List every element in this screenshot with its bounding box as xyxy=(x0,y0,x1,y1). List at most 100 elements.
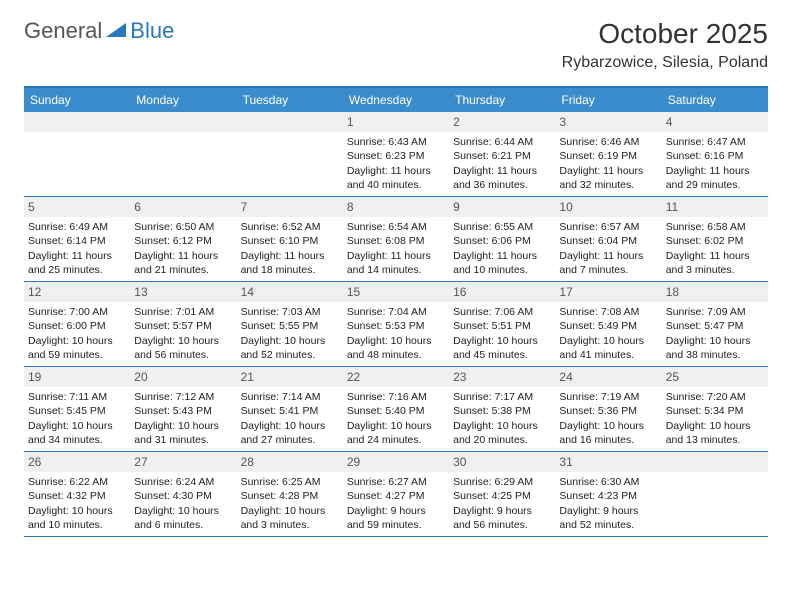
day-info: Sunrise: 6:24 AMSunset: 4:30 PMDaylight:… xyxy=(134,475,232,532)
day-info: Sunrise: 6:55 AMSunset: 6:06 PMDaylight:… xyxy=(453,220,551,277)
day-number: 19 xyxy=(24,367,130,387)
day-info: Sunrise: 6:50 AMSunset: 6:12 PMDaylight:… xyxy=(134,220,232,277)
sunset-text: Sunset: 5:43 PM xyxy=(134,404,232,418)
day-number: 9 xyxy=(449,197,555,217)
day-cell: 1Sunrise: 6:43 AMSunset: 6:23 PMDaylight… xyxy=(343,112,449,196)
weekday-saturday: Saturday xyxy=(662,88,768,112)
day-cell: 26 Sunrise: 6:22 AMSunset: 4:32 PMDayligh… xyxy=(24,452,130,536)
day-info: Sunrise: 6:44 AMSunset: 6:21 PMDaylight:… xyxy=(453,135,551,192)
weekday-monday: Monday xyxy=(130,88,236,112)
day-cell: 14Sunrise: 7:03 AMSunset: 5:55 PMDayligh… xyxy=(237,282,343,366)
day-number: 21 xyxy=(237,367,343,387)
sunset-text: Sunset: 5:34 PM xyxy=(666,404,764,418)
week-row: 19 Sunrise: 7:11 AMSunset: 5:45 PMDayligh… xyxy=(24,367,768,452)
week-row: 26 Sunrise: 6:22 AMSunset: 4:32 PMDayligh… xyxy=(24,452,768,537)
sunrise-text: Sunrise: 6:49 AM xyxy=(28,220,126,234)
day-number: 1 xyxy=(343,112,449,132)
location: Rybarzowice, Silesia, Poland xyxy=(562,54,768,72)
day-cell: 11Sunrise: 6:58 AMSunset: 6:02 PMDayligh… xyxy=(662,197,768,281)
daylight-text: Daylight: 11 hours and 21 minutes. xyxy=(134,249,232,277)
daylight-text: Daylight: 10 hours and 24 minutes. xyxy=(347,419,445,447)
daylight-text: Daylight: 11 hours and 36 minutes. xyxy=(453,164,551,192)
sunrise-text: Sunrise: 6:46 AM xyxy=(559,135,657,149)
day-cell: 18Sunrise: 7:09 AMSunset: 5:47 PMDayligh… xyxy=(662,282,768,366)
logo-text-blue: Blue xyxy=(130,18,174,44)
weekday-friday: Friday xyxy=(555,88,661,112)
day-number: 30 xyxy=(449,452,555,472)
daylight-text: Daylight: 9 hours and 59 minutes. xyxy=(347,504,445,532)
sunrise-text: Sunrise: 6:43 AM xyxy=(347,135,445,149)
sunset-text: Sunset: 4:23 PM xyxy=(559,489,657,503)
sunset-text: Sunset: 5:40 PM xyxy=(347,404,445,418)
weekday-tuesday: Tuesday xyxy=(237,88,343,112)
sunset-text: Sunset: 5:36 PM xyxy=(559,404,657,418)
day-number: 28 xyxy=(237,452,343,472)
day-number: 13 xyxy=(130,282,236,302)
day-info: Sunrise: 6:22 AMSunset: 4:32 PMDaylight:… xyxy=(28,475,126,532)
sunrise-text: Sunrise: 6:30 AM xyxy=(559,475,657,489)
sunset-text: Sunset: 5:55 PM xyxy=(241,319,339,333)
sunset-text: Sunset: 5:38 PM xyxy=(453,404,551,418)
day-cell: 10Sunrise: 6:57 AMSunset: 6:04 PMDayligh… xyxy=(555,197,661,281)
day-cell xyxy=(662,452,768,536)
week-row: 5 Sunrise: 6:49 AMSunset: 6:14 PMDaylight… xyxy=(24,197,768,282)
sunset-text: Sunset: 5:49 PM xyxy=(559,319,657,333)
day-cell: 25Sunrise: 7:20 AMSunset: 5:34 PMDayligh… xyxy=(662,367,768,451)
sunrise-text: Sunrise: 7:09 AM xyxy=(666,305,764,319)
day-cell: 12Sunrise: 7:00 AMSunset: 6:00 PMDayligh… xyxy=(24,282,130,366)
sunrise-text: Sunrise: 6:27 AM xyxy=(347,475,445,489)
day-info: Sunrise: 7:11 AMSunset: 5:45 PMDaylight:… xyxy=(28,390,126,447)
daylight-text: Daylight: 11 hours and 10 minutes. xyxy=(453,249,551,277)
day-number: 3 xyxy=(555,112,661,132)
day-info: Sunrise: 6:47 AMSunset: 6:16 PMDaylight:… xyxy=(666,135,764,192)
daylight-text: Daylight: 11 hours and 18 minutes. xyxy=(241,249,339,277)
day-info: Sunrise: 7:20 AMSunset: 5:34 PMDaylight:… xyxy=(666,390,764,447)
day-info: Sunrise: 7:03 AMSunset: 5:55 PMDaylight:… xyxy=(241,305,339,362)
day-cell xyxy=(130,112,236,196)
day-number xyxy=(130,112,236,132)
daylight-text: Daylight: 11 hours and 14 minutes. xyxy=(347,249,445,277)
sunset-text: Sunset: 6:12 PM xyxy=(134,234,232,248)
day-info: Sunrise: 7:01 AMSunset: 5:57 PMDaylight:… xyxy=(134,305,232,362)
weekday-thursday: Thursday xyxy=(449,88,555,112)
sunrise-text: Sunrise: 7:04 AM xyxy=(347,305,445,319)
day-info: Sunrise: 7:00 AMSunset: 6:00 PMDaylight:… xyxy=(28,305,126,362)
day-number: 5 xyxy=(24,197,130,217)
sunset-text: Sunset: 6:16 PM xyxy=(666,149,764,163)
day-cell: 30 Sunrise: 6:29 AMSunset: 4:25 PMDayligh… xyxy=(449,452,555,536)
daylight-text: Daylight: 10 hours and 38 minutes. xyxy=(666,334,764,362)
daylight-text: Daylight: 10 hours and 41 minutes. xyxy=(559,334,657,362)
day-number: 4 xyxy=(662,112,768,132)
daylight-text: Daylight: 10 hours and 45 minutes. xyxy=(453,334,551,362)
day-number: 26 xyxy=(24,452,130,472)
sunrise-text: Sunrise: 6:58 AM xyxy=(666,220,764,234)
sunrise-text: Sunrise: 7:20 AM xyxy=(666,390,764,404)
sunrise-text: Sunrise: 7:08 AM xyxy=(559,305,657,319)
daylight-text: Daylight: 10 hours and 6 minutes. xyxy=(134,504,232,532)
daylight-text: Daylight: 10 hours and 52 minutes. xyxy=(241,334,339,362)
day-number: 18 xyxy=(662,282,768,302)
day-cell: 21Sunrise: 7:14 AMSunset: 5:41 PMDayligh… xyxy=(237,367,343,451)
day-info: Sunrise: 6:29 AMSunset: 4:25 PMDaylight:… xyxy=(453,475,551,532)
sunrise-text: Sunrise: 6:57 AM xyxy=(559,220,657,234)
daylight-text: Daylight: 11 hours and 3 minutes. xyxy=(666,249,764,277)
month-title: October 2025 xyxy=(562,18,768,50)
day-cell: 22Sunrise: 7:16 AMSunset: 5:40 PMDayligh… xyxy=(343,367,449,451)
day-info: Sunrise: 6:49 AMSunset: 6:14 PMDaylight:… xyxy=(28,220,126,277)
daylight-text: Daylight: 10 hours and 20 minutes. xyxy=(453,419,551,447)
day-cell: 6Sunrise: 6:50 AMSunset: 6:12 PMDaylight… xyxy=(130,197,236,281)
day-cell: 7Sunrise: 6:52 AMSunset: 6:10 PMDaylight… xyxy=(237,197,343,281)
sunrise-text: Sunrise: 7:06 AM xyxy=(453,305,551,319)
sunrise-text: Sunrise: 7:12 AM xyxy=(134,390,232,404)
day-info: Sunrise: 7:06 AMSunset: 5:51 PMDaylight:… xyxy=(453,305,551,362)
sunset-text: Sunset: 4:25 PM xyxy=(453,489,551,503)
day-cell: 17Sunrise: 7:08 AMSunset: 5:49 PMDayligh… xyxy=(555,282,661,366)
sunrise-text: Sunrise: 6:25 AM xyxy=(241,475,339,489)
sunset-text: Sunset: 6:04 PM xyxy=(559,234,657,248)
day-number: 23 xyxy=(449,367,555,387)
daylight-text: Daylight: 11 hours and 32 minutes. xyxy=(559,164,657,192)
sunrise-text: Sunrise: 7:16 AM xyxy=(347,390,445,404)
day-info: Sunrise: 7:04 AMSunset: 5:53 PMDaylight:… xyxy=(347,305,445,362)
day-number xyxy=(662,452,768,472)
day-number: 11 xyxy=(662,197,768,217)
